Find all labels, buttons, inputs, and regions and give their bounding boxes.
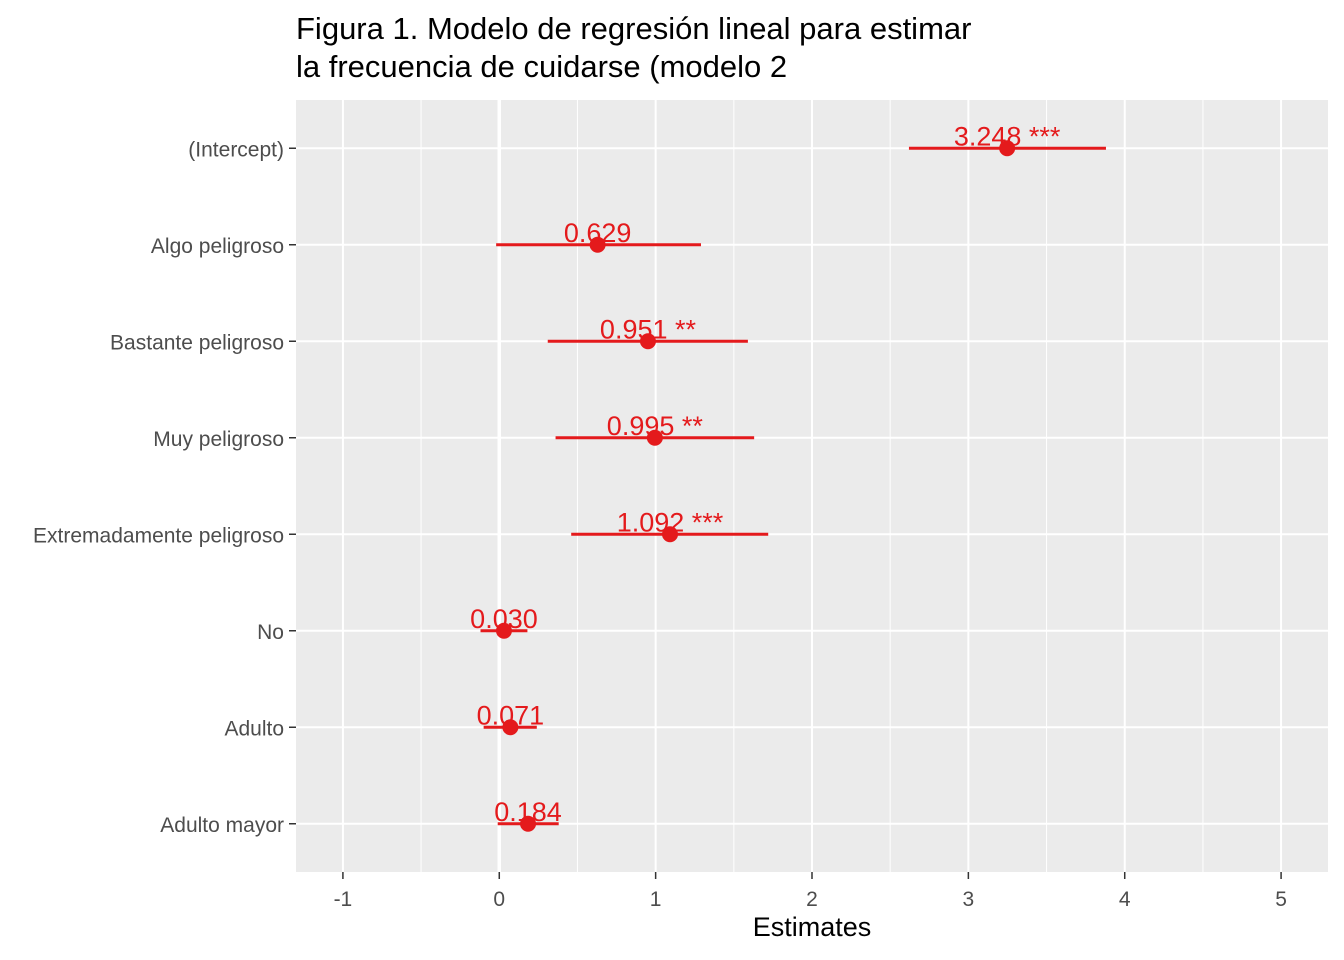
x-tick-label: -1 [334,888,353,911]
estimate-point [495,622,512,639]
estimate-label: 0.184 [494,797,562,827]
y-tick-label: (Intercept) [188,138,284,161]
x-tick-label: 5 [1275,888,1287,911]
estimate-point [662,526,679,543]
chart-title-line-2: la frecuencia de cuidarse (modelo 2 [296,49,788,84]
estimate-label: 0.030 [470,604,538,634]
x-tick-label: 1 [650,888,662,911]
y-tick-label: Adulto mayor [160,814,284,837]
estimate-point [502,719,519,736]
y-tick-label: Adulto [224,717,284,740]
y-tick-label: Extremadamente peligroso [33,524,284,547]
y-tick-label: Algo peligroso [151,235,284,258]
estimate-label: 3.248 *** [954,121,1061,151]
x-tick-label: 4 [1119,888,1131,911]
x-tick-label: 2 [806,888,818,911]
y-tick-label: Bastante peligroso [110,331,284,354]
estimate-label: 0.995 ** [607,411,704,441]
estimate-point [999,140,1016,157]
y-tick-label: No [257,621,284,644]
estimate-label: 0.951 ** [600,314,697,344]
estimate-label: 0.071 [477,700,545,730]
estimate-point [639,333,656,350]
estimate-point [589,236,606,253]
x-tick-label: 0 [493,888,505,911]
estimate-point [520,815,537,832]
x-tick-label: 3 [963,888,975,911]
y-tick-label: Muy peligroso [153,428,284,451]
x-axis-label: Estimates [752,912,872,942]
estimate-label: 1.092 *** [617,507,724,537]
estimate-label: 0.629 [564,218,632,248]
estimate-point [646,429,663,446]
chart-title-line-1: Figura 1. Modelo de regresión lineal par… [296,11,972,46]
